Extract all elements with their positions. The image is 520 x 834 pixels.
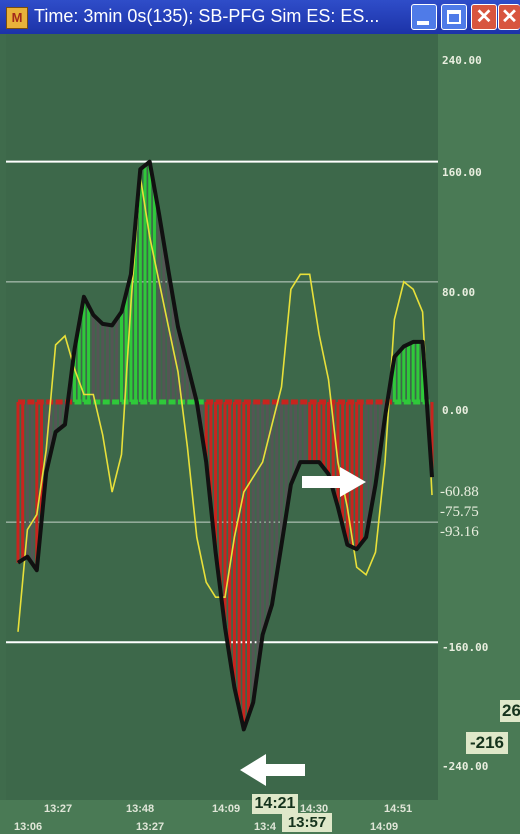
- x-tick-label: 14:09: [212, 803, 240, 815]
- left-arrow-icon: [240, 754, 305, 786]
- time-cursor-badge-secondary: 13:57: [282, 813, 332, 832]
- y-axis-labels: 240.00 160.00 80.00 0.00 -160.00 -240.00 -60.8…: [440, 54, 488, 773]
- y-tick-label: 80.00: [442, 286, 475, 299]
- close-button[interactable]: ✕: [471, 4, 497, 30]
- right-arrow-icon: [302, 467, 366, 497]
- secondary-close-button[interactable]: ✕: [498, 4, 520, 30]
- chart-app-icon[interactable]: M: [6, 7, 28, 29]
- x-tick-label-secondary: 13:27: [136, 821, 164, 833]
- y-tick-label: -160.00: [442, 641, 488, 654]
- window-title: Time: 3min 0s(135); SB-PFG Sim ES: ES...: [34, 6, 380, 26]
- y-tick-label: 160.00: [442, 166, 482, 179]
- minimize-icon: [417, 21, 429, 25]
- title-bar[interactable]: M Time: 3min 0s(135); SB-PFG Sim ES: ES.…: [0, 0, 520, 34]
- close-icon: ✕: [501, 6, 518, 28]
- maximize-icon: [447, 10, 461, 24]
- value-label: -75.75: [440, 504, 479, 520]
- minimize-button[interactable]: [411, 4, 437, 30]
- y-tick-label: 240.00: [442, 54, 482, 67]
- x-tick-label-secondary: 14:09: [370, 821, 398, 833]
- x-tick-label: 14:51: [384, 803, 412, 815]
- maximize-button[interactable]: [441, 4, 467, 30]
- x-tick-label: 14:30: [300, 803, 328, 815]
- time-axis-panel: [0, 800, 438, 834]
- time-cursor-badge: 14:21: [252, 794, 298, 814]
- y-tick-label: -240.00: [442, 760, 488, 773]
- value-label: -93.16: [440, 524, 479, 540]
- level-lines: [6, 160, 438, 644]
- x-tick-label: 13:48: [126, 803, 154, 815]
- oscillator-line: [16, 159, 434, 732]
- close-icon: ✕: [475, 6, 493, 28]
- x-tick-label: 13:27: [44, 803, 72, 815]
- annotations: [240, 467, 366, 786]
- histogram: [16, 161, 434, 730]
- signal-line: [17, 176, 433, 632]
- current-value-badge: -216: [466, 732, 508, 754]
- y-tick-label: 0.00: [442, 404, 469, 417]
- x-tick-label-secondary: 13:06: [14, 821, 42, 833]
- value-label: -60.88: [440, 484, 479, 500]
- x-tick-label-secondary: 13:4: [254, 821, 277, 833]
- partial-value-badge: 26: [500, 700, 520, 722]
- series-lines: [16, 159, 434, 732]
